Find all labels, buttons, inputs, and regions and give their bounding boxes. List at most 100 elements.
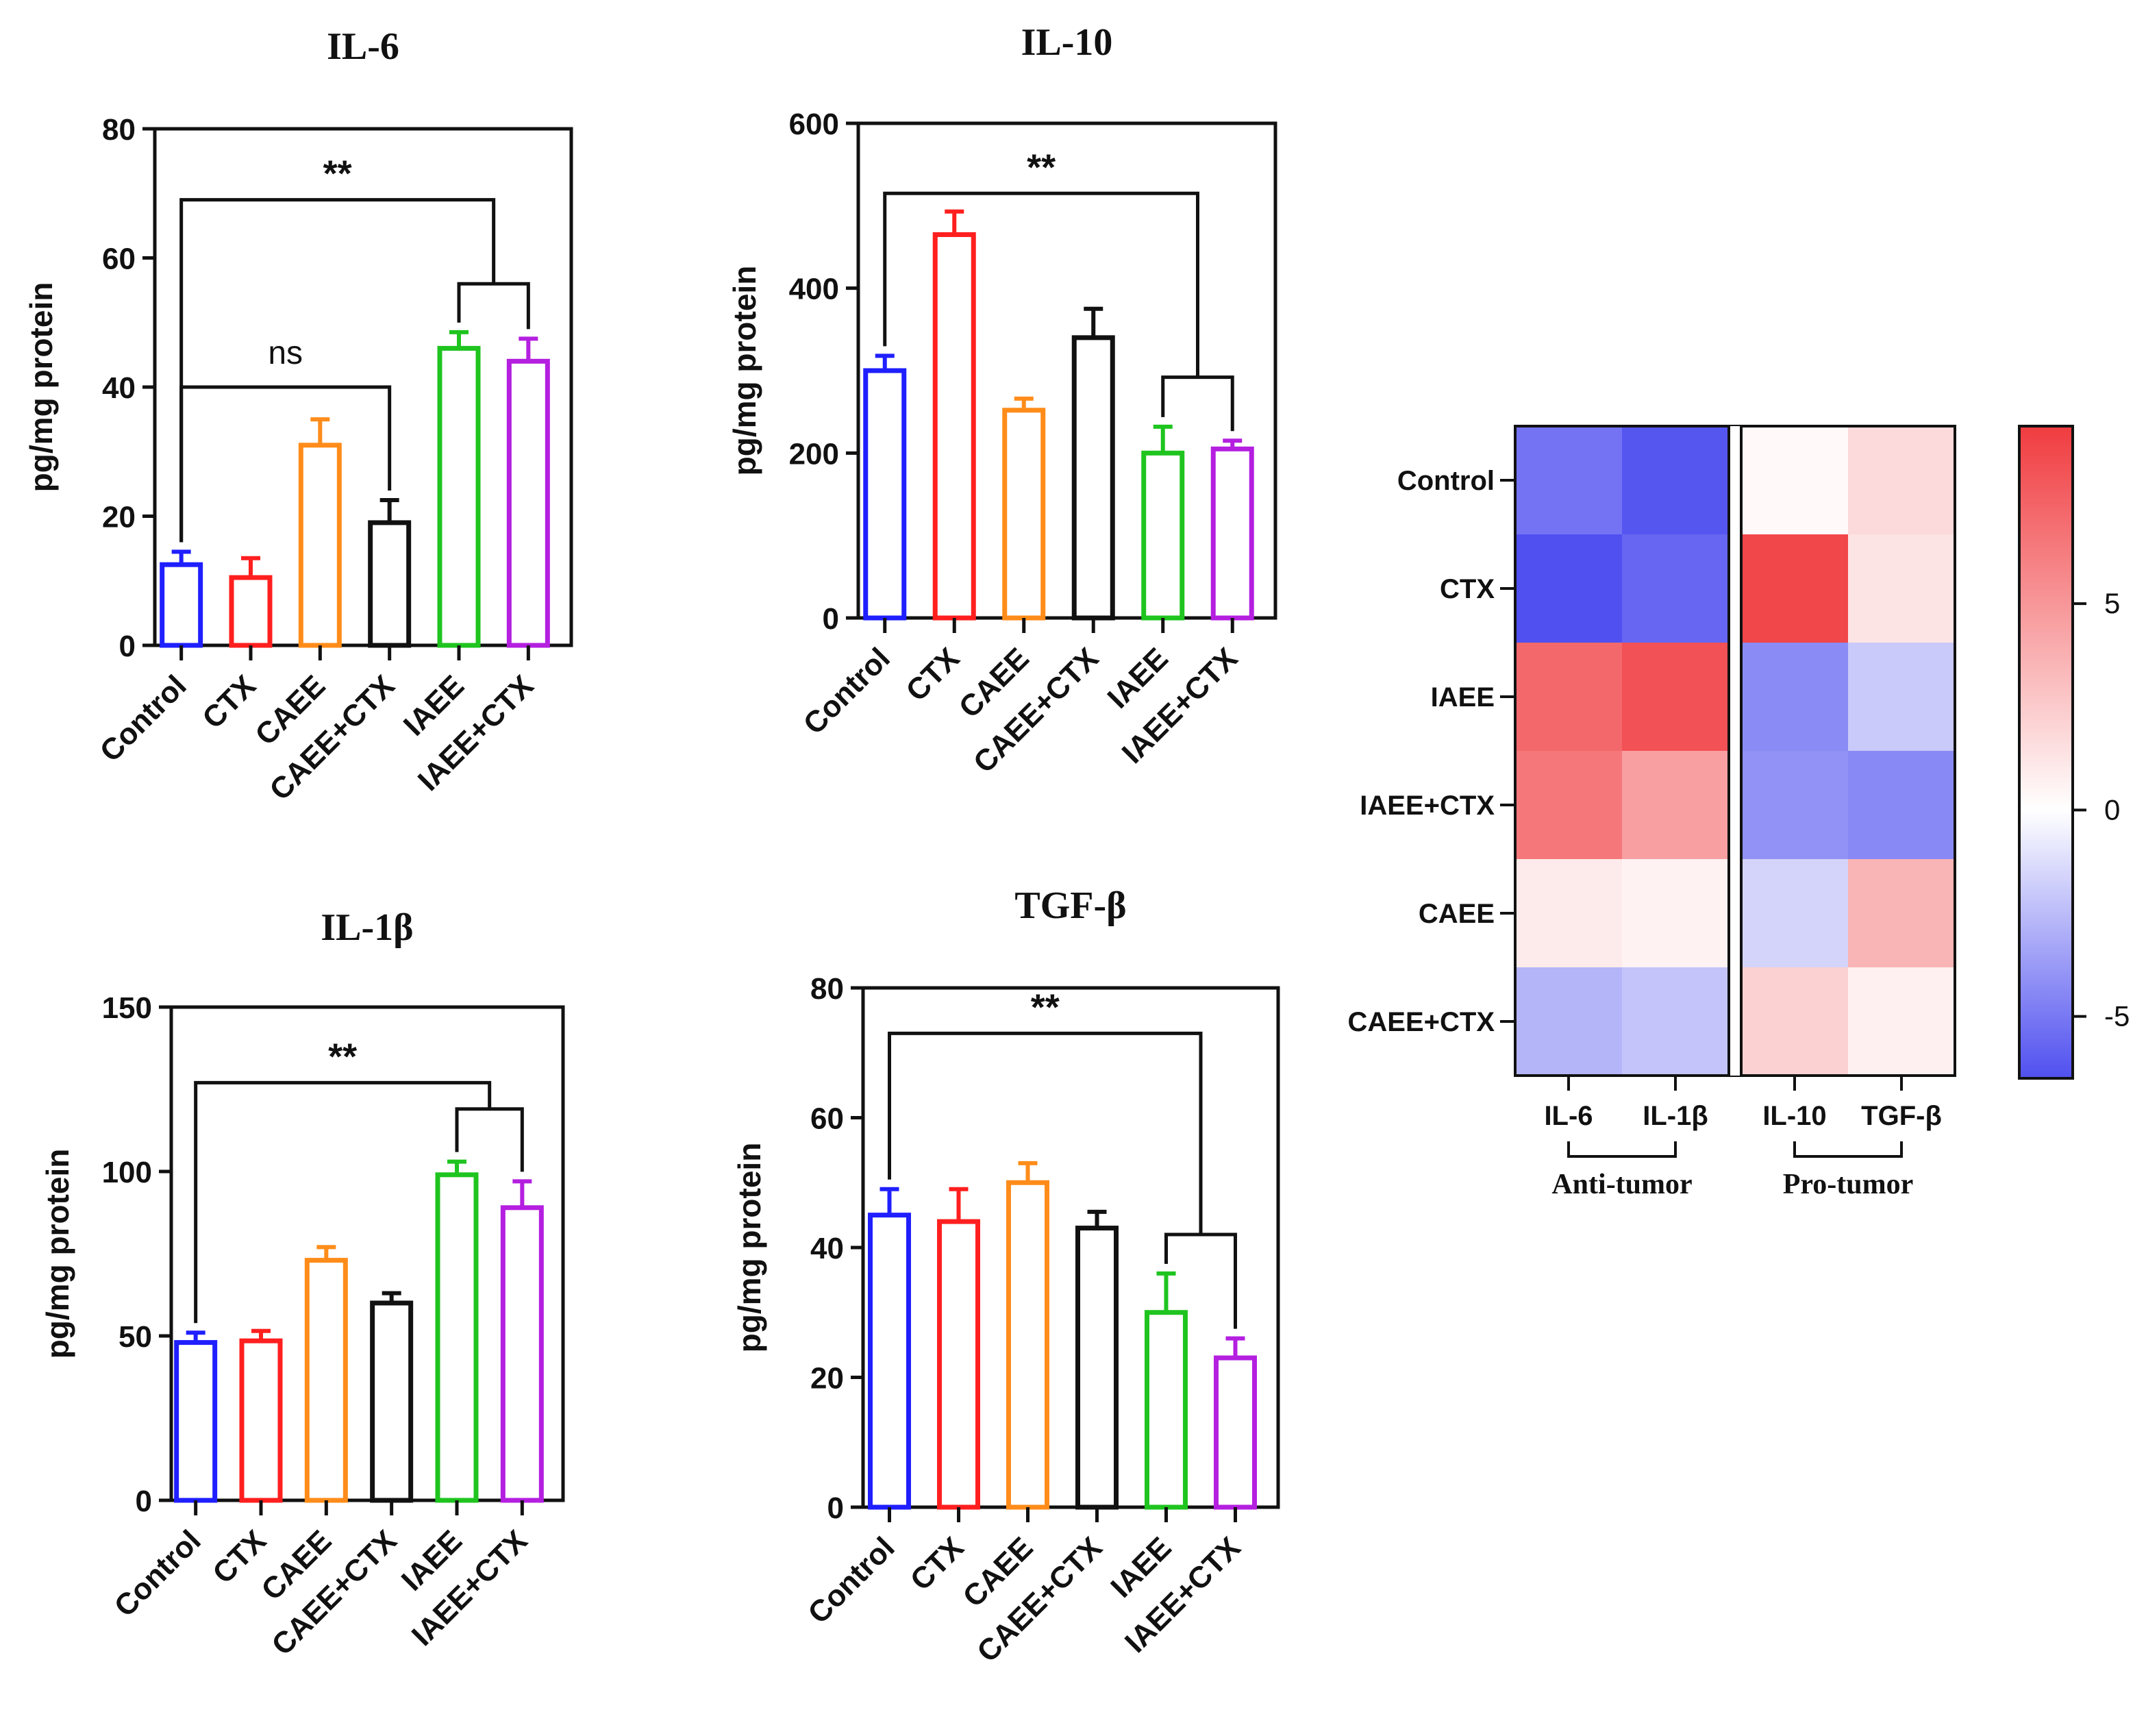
tgfb-bar-iaee [1145, 1310, 1188, 1510]
heatmap-row-label-iaee: IAEE [1431, 682, 1495, 712]
il6-bar-caee-plus-ctx [368, 520, 412, 648]
heatmap-cell-iaee-il-1b [1622, 643, 1730, 752]
il1b-bar-caee [304, 1258, 348, 1503]
heatmap-group-label-pro-tumor: Pro-tumor [1783, 1169, 1914, 1200]
il10-ytick-label-200: 200 [789, 437, 839, 471]
tgfb-bar-control [868, 1213, 911, 1510]
heatmap-cell-iaee-plus-ctx-il-6 [1515, 751, 1623, 860]
il1b-annotation-stars: ** [328, 1036, 357, 1077]
heatmap-col-label-il-1b: IL-1β [1643, 1101, 1708, 1131]
heatmap-cell-iaee-plus-ctx-il-1b [1622, 751, 1730, 860]
il10-bar-caee-plus-ctx [1071, 335, 1115, 621]
il1b-title: IL-1β [321, 906, 413, 949]
heatmap-row-label-control: Control [1397, 466, 1495, 496]
tgfb-ytick-label-40: 40 [810, 1232, 844, 1265]
il6-ytick-label-60: 60 [102, 243, 136, 276]
il10-bracket-0 [883, 191, 1199, 377]
il6-bar-iaee [437, 345, 481, 648]
il1b-bar-caee-plus-ctx [370, 1300, 414, 1503]
heatmap-row-label-iaee-plus-ctx: IAEE+CTX [1360, 791, 1495, 821]
heatmap-column-gap [1729, 426, 1741, 1076]
heatmap-cell-control-tgf-b [1848, 426, 1956, 535]
heatmap-row-label-caee-plus-ctx: CAEE+CTX [1348, 1007, 1495, 1037]
heatmap-group-bracket-anti-tumor [1567, 1141, 1677, 1158]
heatmap-row-label-caee: CAEE [1419, 899, 1495, 929]
heatmap-group-label-anti-tumor: Anti-tumor [1551, 1169, 1692, 1200]
heatmap-cell-caee-plus-ctx-il-6 [1515, 967, 1623, 1076]
heatmap-cell-caee-il-10 [1741, 859, 1849, 968]
il1b-ylabel: pg/mg protein [40, 1149, 75, 1359]
heatmap-cell-caee-il-1b [1622, 859, 1730, 968]
il10-plot-frame [856, 121, 1277, 620]
heatmap-cell-ctx-il-1b [1622, 534, 1730, 643]
il10-bar-control [863, 368, 907, 621]
il6-ytick-label-80: 80 [102, 113, 136, 147]
il6-bar-control [160, 562, 203, 648]
heatmap-cell-iaee-il-10 [1741, 643, 1849, 752]
heatmap-cell-ctx-tgf-b [1848, 534, 1956, 643]
tgfb-annotation-stars: ** [1031, 987, 1060, 1028]
heatmap-cell-iaee-plus-ctx-il-10 [1741, 751, 1849, 860]
heatmap-cell-iaee-plus-ctx-tgf-b [1848, 751, 1956, 860]
il10-ytick-label-400: 400 [789, 273, 839, 306]
il10-xtick-label-control: Control [797, 641, 897, 741]
heatmap-group-bracket-pro-tumor [1793, 1141, 1903, 1158]
il10-title: IL-10 [1021, 21, 1113, 64]
heatmap-row-label-ctx: CTX [1440, 574, 1495, 604]
tgfb-bar-caee-plus-ctx [1075, 1226, 1119, 1510]
il1b-bracket-0 [194, 1080, 492, 1324]
il1b-xtick-label-control: Control [108, 1524, 207, 1623]
il6-bar-caee [298, 443, 342, 648]
tgfb-xtick-label-control: Control [801, 1530, 901, 1630]
tgfb-bracket-0 [888, 1031, 1203, 1235]
tgfb-bar-ctx [937, 1219, 980, 1510]
heatmap-cell-caee-plus-ctx-tgf-b [1848, 967, 1956, 1076]
heatmap-cell-caee-plus-ctx-il-1b [1622, 967, 1730, 1076]
colorbar [2018, 425, 2074, 1080]
heatmap-cell-ctx-il-6 [1515, 534, 1623, 643]
il10-ylabel: pg/mg protein [727, 266, 762, 476]
tgfb-ylabel: pg/mg protein [732, 1143, 767, 1353]
il6-bar-iaee-plus-ctx [506, 358, 550, 648]
il10-bar-iaee [1141, 450, 1185, 621]
il10-bar-ctx [932, 232, 976, 621]
heatmap-cell-caee-plus-ctx-il-10 [1741, 967, 1849, 1076]
heatmap-cell-iaee-tgf-b [1848, 643, 1956, 752]
il1b-bar-iaee [435, 1172, 479, 1503]
tgfb-ytick-label-0: 0 [827, 1491, 844, 1525]
tgfb-bar-caee [1006, 1180, 1049, 1510]
il6-xtick-label-control: Control [93, 669, 192, 768]
il10-bar-iaee-plus-ctx [1210, 446, 1254, 621]
il1b-ytick-label-100: 100 [102, 1156, 152, 1189]
tgfb-ytick-label-20: 20 [810, 1362, 844, 1396]
heatmap-col-label-tgf-b: TGF-β [1861, 1101, 1942, 1131]
il1b-bar-control [174, 1340, 218, 1503]
il6-bracket-1 [179, 198, 496, 543]
heatmap-panel: Control CTX IAEE IAEE+CTX CAEE CAEE+CTX IL-6 IL… [1348, 425, 2130, 1200]
il1b-bar-iaee-plus-ctx [500, 1205, 544, 1503]
il1b-bar-ctx [239, 1338, 283, 1503]
tgfb-ytick-label-80: 80 [810, 972, 844, 1006]
tgfb-ytick-label-60: 60 [810, 1102, 844, 1136]
il6-subbracket-1 [457, 282, 530, 330]
il6-title: IL-6 [327, 25, 399, 68]
il6-ytick-label-40: 40 [102, 371, 136, 405]
tgfb-bar-iaee-plus-ctx [1214, 1355, 1257, 1510]
il6-ytick-label-20: 20 [102, 501, 136, 534]
heatmap-cell-iaee-il-6 [1515, 643, 1623, 752]
heatmap-col-label-il-6: IL-6 [1544, 1101, 1593, 1131]
heatmap-cell-control-il-10 [1741, 426, 1849, 535]
heatmap-cell-caee-il-6 [1515, 859, 1623, 968]
heatmap-cell-control-il-6 [1515, 426, 1623, 535]
colorbar-tick-label--5: -5 [2104, 1000, 2130, 1032]
il6-annotation-ns: ns [268, 335, 303, 371]
il6-bracket-0 [179, 385, 392, 543]
tgfb-title: TGF-β [1014, 884, 1126, 927]
heatmap-col-label-il-10: IL-10 [1762, 1101, 1826, 1131]
heatmap-cell-caee-tgf-b [1848, 859, 1956, 968]
